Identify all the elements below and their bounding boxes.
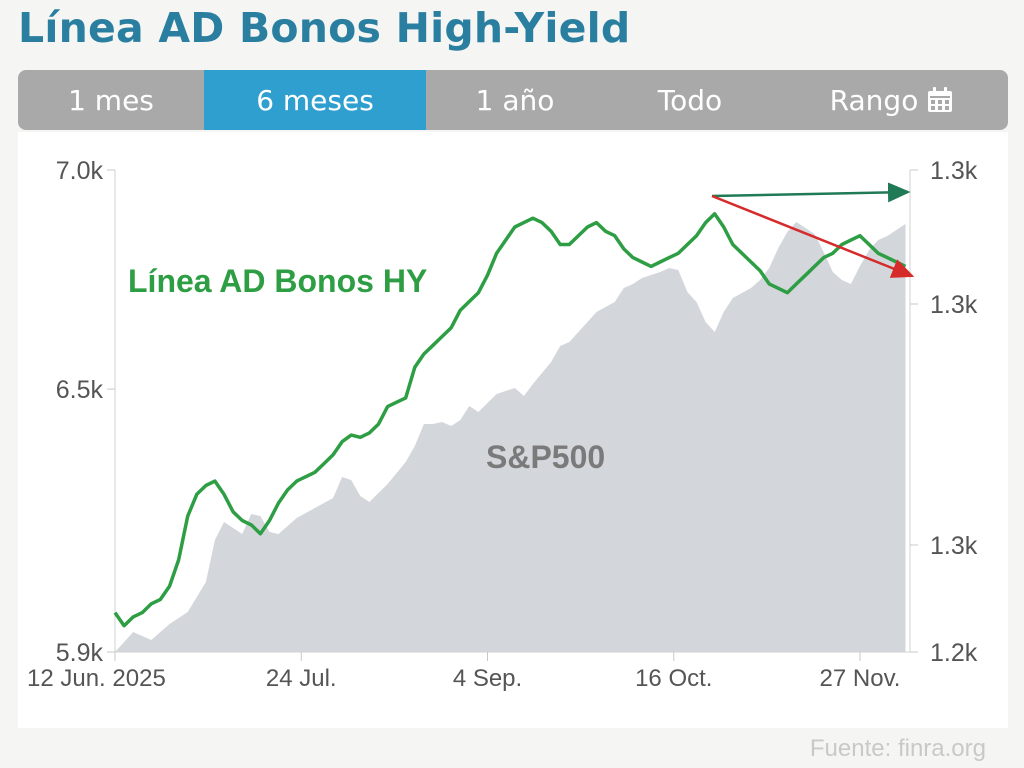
tab-label: 6 meses [256,83,374,117]
tab-label: 1 año [475,83,555,117]
tab-label: Todo [657,83,723,117]
line-chart: 7.0k 6.5k 5.9k 1.3k 1.3k 1.3k 1.2k 12 Jun. 2025… [27,157,978,692]
tab-1-month[interactable]: 1 mes [18,70,204,130]
y-left-tick-label: 7.0k [56,157,104,185]
x-tick-label: 12 Jun. 2025 [27,665,166,692]
chart-title: Línea AD Bonos High-Yield [18,4,631,52]
y-right-tick-label: 1.3k [930,291,978,319]
tab-label: 1 mes [68,83,154,117]
y-right-tick-label: 1.2k [930,639,978,667]
x-tick-label: 24 Jul. [266,665,337,692]
y-left-tick-label: 5.9k [56,639,104,667]
trend-arrow-down [711,194,915,278]
ad-line-annotation: Línea AD Bonos HY [128,263,427,299]
y-right-tick-label: 1.3k [930,532,978,560]
x-tick-label: 27 Nov. [820,665,901,692]
tab-1-year[interactable]: 1 año [426,70,604,130]
x-tick-label: 16 Oct. [635,665,712,692]
tab-label: Rango [829,83,919,117]
trend-arrow-up [711,182,911,203]
y-right-tick-label: 1.3k [930,157,978,185]
chart-panel: 7.0k 6.5k 5.9k 1.3k 1.3k 1.3k 1.2k 12 Jun. 2025… [18,132,1008,728]
tab-all[interactable]: Todo [604,70,776,130]
tab-range[interactable]: Rango [776,70,1008,130]
x-tick-label: 4 Sep. [453,665,522,692]
sp500-annotation: S&P500 [486,439,605,475]
ad-line-series [113,212,907,628]
source-note: Fuente: finra.org [809,735,986,762]
range-tab-bar: 1 mes 6 meses 1 año Todo Rango [18,70,1008,130]
sp500-area [115,222,906,652]
tab-6-months[interactable]: 6 meses [204,70,426,130]
y-left-tick-label: 6.5k [56,376,104,404]
calendar-icon[interactable] [926,86,954,114]
